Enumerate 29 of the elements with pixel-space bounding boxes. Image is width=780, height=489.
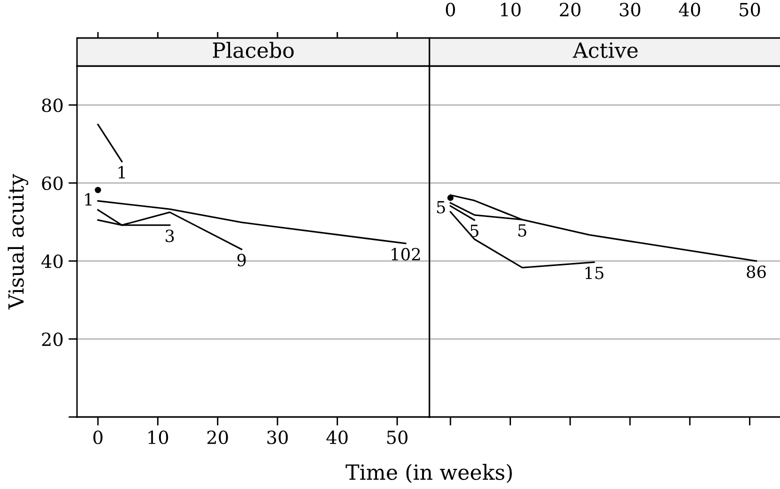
x-tick-label: 50 bbox=[740, 2, 760, 16]
x-tick-label: 30 bbox=[620, 2, 640, 16]
annotation: 5 bbox=[518, 224, 526, 237]
y-tick-label: 80 bbox=[42, 98, 63, 112]
annotation: 5 bbox=[437, 201, 445, 214]
chart-title: Active bbox=[572, 42, 638, 58]
x-tick-label: 40 bbox=[326, 430, 348, 444]
y-axis-title: Visual acuity bbox=[8, 174, 28, 310]
annotation: 102 bbox=[392, 248, 420, 261]
annotation: 1 bbox=[118, 166, 125, 178]
annotation: 1 bbox=[85, 193, 92, 206]
x-tick-label: 0 bbox=[446, 2, 455, 16]
chart-title: Placebo bbox=[212, 42, 294, 58]
x-axis-title: Time (in weeks) bbox=[346, 464, 512, 483]
x-tick-label: 10 bbox=[501, 2, 521, 16]
x-tick-label: 30 bbox=[267, 430, 288, 444]
annotation: 15 bbox=[586, 266, 604, 280]
x-tick-label: 40 bbox=[678, 2, 700, 16]
x-tick-label: 0 bbox=[93, 430, 102, 444]
x-tick-label: 10 bbox=[148, 430, 168, 444]
y-tick-label: 40 bbox=[41, 254, 63, 268]
annotation: 86 bbox=[746, 265, 766, 278]
x-tick-label: 50 bbox=[387, 430, 408, 444]
annotation: 3 bbox=[166, 230, 174, 242]
y-tick-label: 20 bbox=[42, 332, 63, 346]
y-tick-label: 60 bbox=[42, 176, 63, 190]
x-tick-label: 20 bbox=[560, 2, 580, 16]
annotation: 9 bbox=[237, 254, 246, 266]
x-tick-label: 20 bbox=[207, 430, 228, 444]
